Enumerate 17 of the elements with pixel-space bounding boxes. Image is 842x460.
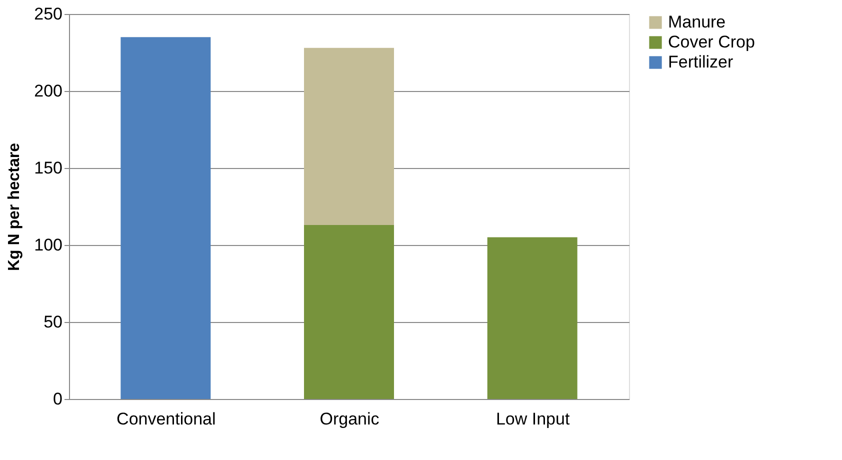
x-tick-label: Conventional xyxy=(116,410,216,428)
bar xyxy=(120,37,211,399)
y-tick-label: 150 xyxy=(34,158,62,178)
y-tick-label: 50 xyxy=(44,312,62,332)
x-tick-label: Organic xyxy=(320,410,380,428)
legend-label: Cover Crop xyxy=(668,32,755,52)
legend-label: Fertilizer xyxy=(668,52,734,72)
legend-label: Manure xyxy=(668,12,726,32)
bar xyxy=(304,48,394,225)
bar xyxy=(304,224,394,399)
x-tick-label: Low Input xyxy=(496,410,570,428)
y-tick-label: 0 xyxy=(53,390,62,408)
y-tick-label: 200 xyxy=(34,82,62,100)
y-tick-label: 100 xyxy=(34,236,62,254)
bar xyxy=(487,237,578,399)
y-axis-title: Kg N per hectare xyxy=(6,142,24,272)
y-tick-label: 250 xyxy=(34,4,62,24)
